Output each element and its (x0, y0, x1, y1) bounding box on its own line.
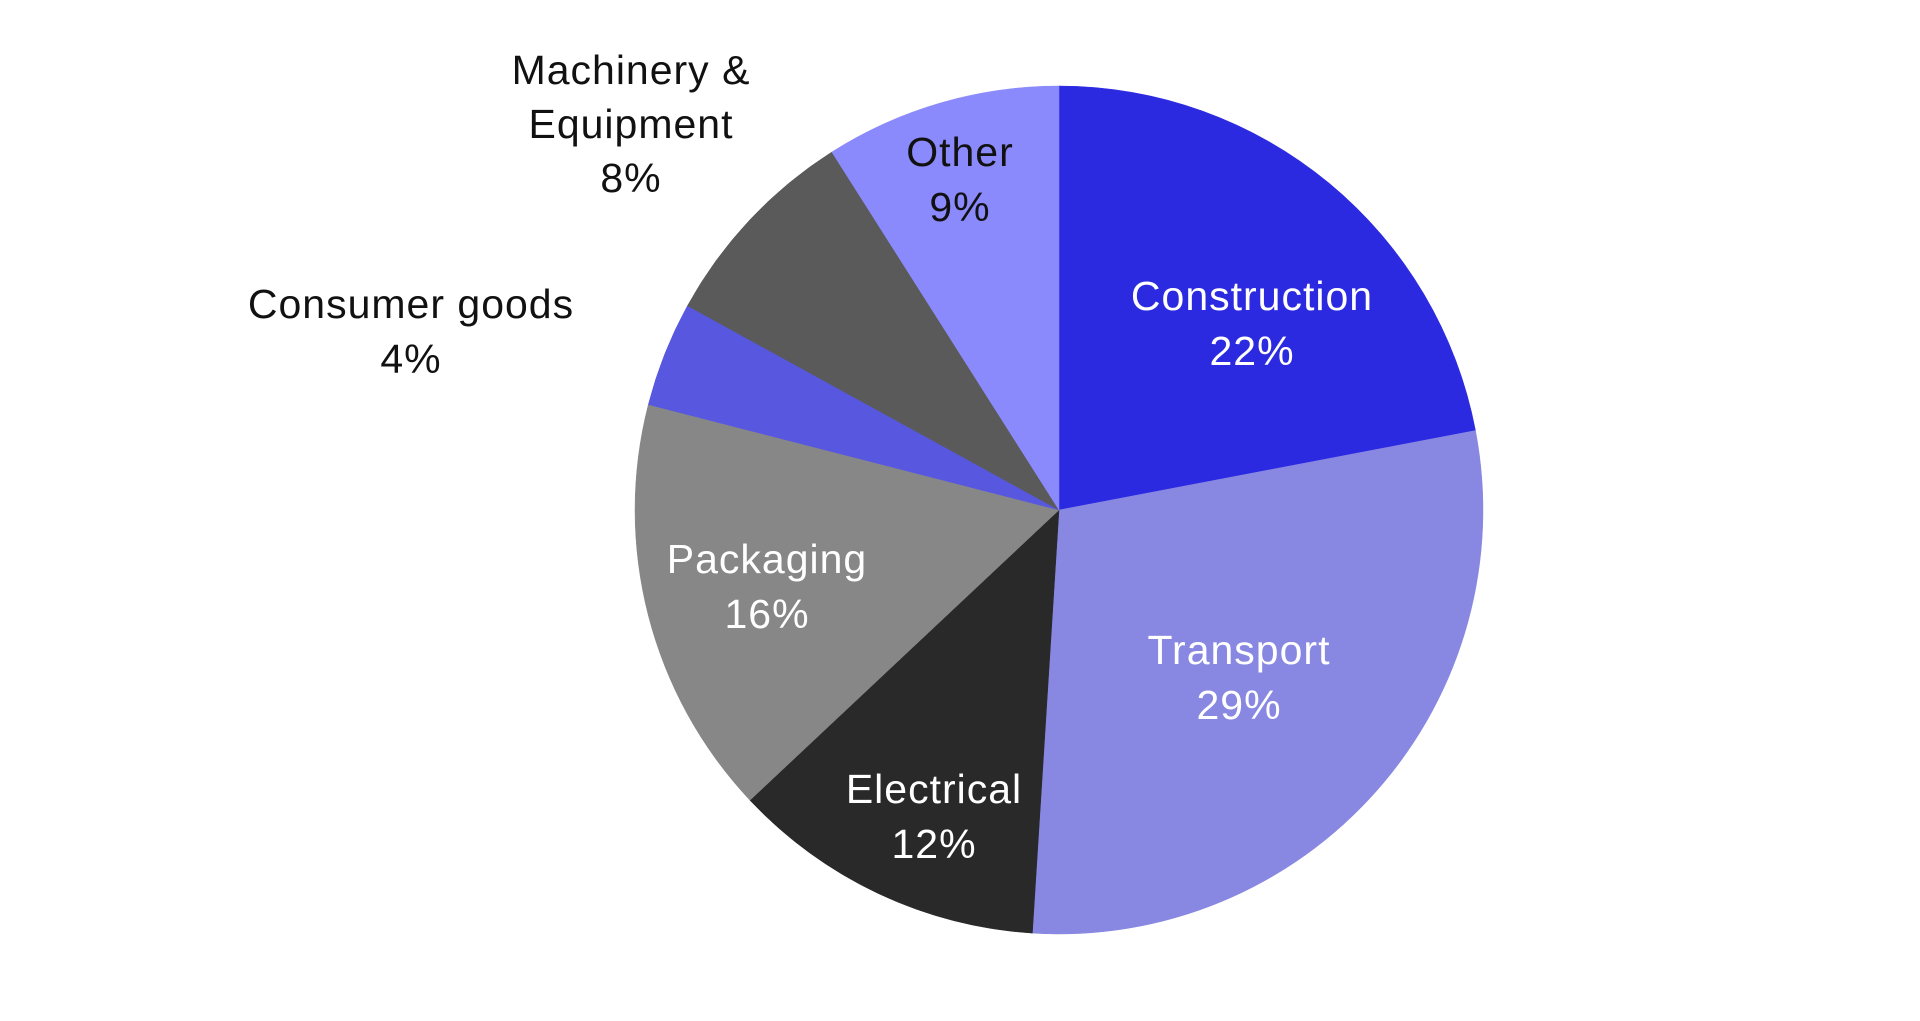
pie-slices (634, 85, 1484, 935)
pie-slice-machinery-and-equipment (687, 151, 1060, 511)
slice-category-label-electrical: Electrical (846, 766, 1022, 812)
pie-slice-construction (1058, 85, 1476, 511)
slice-value-label-electrical: 12% (891, 821, 976, 867)
slice-value-label-construction: 22% (1209, 328, 1294, 374)
slice-value-label-machinery-and-equipment: 8% (600, 155, 661, 201)
pie-slice-other (831, 85, 1060, 511)
slice-category-label-transport: Transport (1148, 627, 1331, 673)
slice-value-label-transport: 29% (1196, 682, 1281, 728)
pie-labels: Construction 22% Transport 29% Electrical 12%… (248, 47, 1373, 867)
slice-value-label-packaging: 16% (724, 591, 809, 637)
slice-category-label-machinery-and-equipment: Machinery & (512, 47, 751, 93)
slice-category-label-construction: Construction (1131, 273, 1373, 319)
slice-category-label-packaging: Packaging (667, 536, 867, 582)
pie-slice-electrical (749, 509, 1060, 934)
slice-category-label-machinery-and-equipment: Equipment (528, 101, 733, 147)
slice-category-label-consumer-goods: Consumer goods (248, 281, 574, 327)
pie-slice-packaging (634, 404, 1060, 801)
slice-category-label-other: Other (906, 129, 1014, 175)
slice-value-label-other: 9% (929, 184, 990, 230)
slice-value-label-consumer-goods: 4% (380, 336, 441, 382)
pie-slice-transport (1032, 430, 1484, 935)
